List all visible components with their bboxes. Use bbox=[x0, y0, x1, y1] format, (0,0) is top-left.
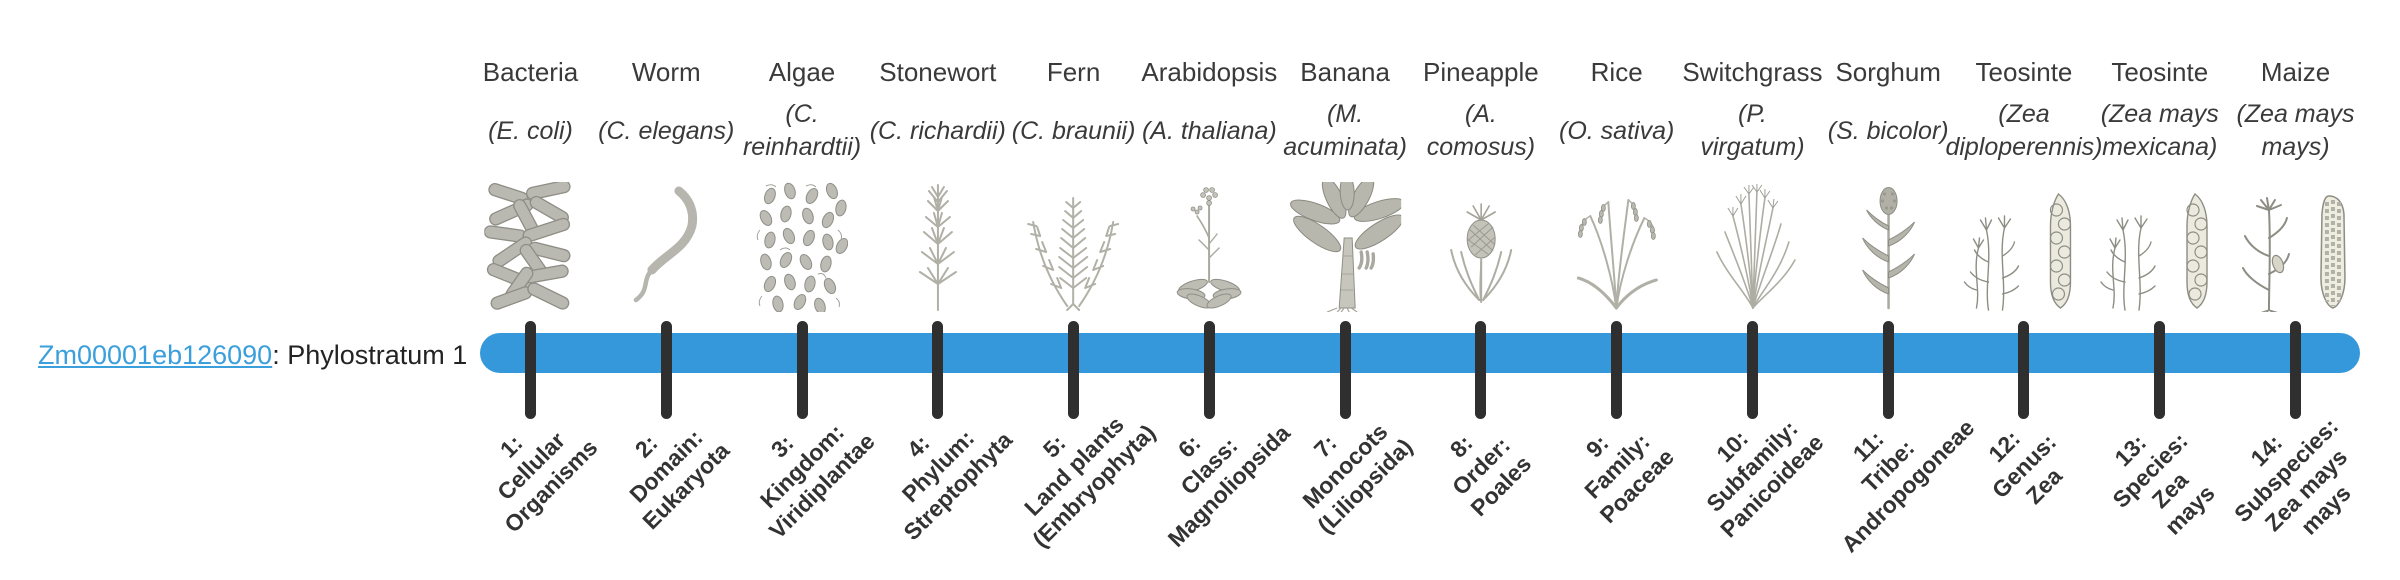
organism-column: Rice (O. sativa) bbox=[1559, 52, 1674, 312]
timeline-tick bbox=[2154, 321, 2166, 419]
algae-icon bbox=[756, 170, 849, 312]
organism-name: Maize bbox=[2260, 56, 2331, 87]
timeline-tick bbox=[660, 321, 672, 419]
teosinte-icon bbox=[2099, 170, 2221, 312]
organism-latin-name: (A. comosus) bbox=[1426, 100, 1536, 161]
stage-label: 7: Monocots (Liliopsida) bbox=[1297, 418, 1418, 539]
stonewort-icon bbox=[908, 170, 968, 312]
gene-link[interactable]: Zm00001eb126090 bbox=[38, 340, 273, 370]
organism-column: Sorghum (S. bicolor) bbox=[1828, 52, 1949, 312]
organism-latin-name: (C. richardii) bbox=[869, 116, 1006, 145]
organism-latin-name: (S. bicolor) bbox=[1827, 116, 1949, 145]
stage-label: 6: Class: Magnoliopsida bbox=[1163, 419, 1296, 552]
teosinte-icon bbox=[1963, 170, 2085, 312]
organism-latin-name: (E. coli) bbox=[488, 116, 573, 145]
organism-column: Teosinte (Zea diploperennis) bbox=[1945, 52, 2102, 312]
timeline-tick bbox=[796, 321, 808, 419]
organism-name: Rice bbox=[1590, 56, 1643, 87]
stage-label: 10: Subfamily: Panicoideae bbox=[1701, 415, 1829, 543]
organism-column: Switchgrass (P. virgatum) bbox=[1682, 52, 1823, 312]
stage-label: 13: Species: Zea mays bbox=[2107, 427, 2220, 540]
organism-latin-name: (O. sativa) bbox=[1559, 116, 1675, 145]
organism-column: Teosinte (Zea mays mexicana) bbox=[2099, 52, 2221, 312]
timeline-tick bbox=[1611, 321, 1623, 419]
timeline-tick bbox=[1882, 321, 1894, 419]
organism-name: Teosinte bbox=[2111, 56, 2209, 87]
organism-latin-name: (P. virgatum) bbox=[1700, 100, 1805, 161]
timeline-tick bbox=[2018, 321, 2030, 419]
stage-label: 14: Subspecies: Zea mays mays bbox=[2228, 413, 2356, 540]
organism-column: Maize (Zea mays mays) bbox=[2236, 52, 2355, 312]
banana-icon bbox=[1289, 170, 1402, 312]
pineapple-icon bbox=[1443, 170, 1519, 312]
timeline-tick bbox=[1068, 321, 1080, 419]
organism-latin-name: (M. acuminata) bbox=[1283, 100, 1407, 161]
organism-column: Arabidopsis (A. thaliana) bbox=[1141, 52, 1277, 312]
organism-name: Algae bbox=[768, 56, 836, 87]
arabidopsis-icon bbox=[1169, 170, 1249, 312]
organism-name: Worm bbox=[631, 56, 701, 87]
phylostratum-bar bbox=[480, 333, 2360, 373]
timeline-tick bbox=[1203, 321, 1215, 419]
timeline-tick bbox=[1746, 321, 1758, 419]
maize-icon bbox=[2237, 170, 2355, 312]
rice-icon bbox=[1569, 170, 1665, 312]
organism-column: Pineapple (A. comosus) bbox=[1423, 52, 1539, 312]
bacteria-icon bbox=[484, 170, 576, 312]
timeline-tick bbox=[1475, 321, 1487, 419]
fern-icon bbox=[1018, 170, 1130, 312]
worm-icon bbox=[622, 170, 710, 312]
timeline-tick bbox=[932, 321, 944, 419]
organism-column: Stonewort (C. richardii) bbox=[870, 52, 1006, 312]
gene-label: Zm00001eb126090: Phylostratum 1 bbox=[38, 338, 467, 372]
organism-name: Bacteria bbox=[482, 56, 579, 87]
timeline-tick bbox=[1339, 321, 1351, 419]
organism-column: Algae (C. reinhardtii) bbox=[743, 52, 861, 312]
organism-latin-name: (C. elegans) bbox=[598, 116, 735, 145]
organism-latin-name: (Zea mays mexicana) bbox=[2100, 100, 2219, 161]
stage-label: 12: Genus: Zea bbox=[1983, 425, 2067, 510]
organism-latin-name: (C. braunii) bbox=[1011, 116, 1136, 145]
organism-column: Fern (C. braunii) bbox=[1011, 52, 1136, 312]
stage-label: 1: Cellular Organisms bbox=[491, 426, 602, 538]
organism-latin-name: (Zea diploperennis) bbox=[1945, 100, 2103, 161]
organism-latin-name: (A. thaliana) bbox=[1141, 116, 1277, 145]
stage-label: 3: Kingdom: Viridiplantae bbox=[754, 418, 880, 544]
organism-name: Fern bbox=[1046, 56, 1101, 87]
organism-name: Pineapple bbox=[1423, 56, 1539, 87]
organism-column: Bacteria (E. coli) bbox=[483, 52, 578, 312]
stage-label: 8: Order: Poales bbox=[1444, 429, 1537, 522]
organism-name: Sorghum bbox=[1835, 56, 1941, 87]
sorghum-icon bbox=[1852, 170, 1924, 312]
gene-label-suffix: : Phylostratum 1 bbox=[272, 340, 468, 370]
stage-label: 9: Family: Poaceae bbox=[1578, 428, 1679, 528]
organism-name: Teosinte bbox=[1975, 56, 2073, 87]
organism-latin-name: (C. reinhardtii) bbox=[742, 100, 862, 161]
stage-label: 4: Phylum: Streptophyta bbox=[896, 424, 1017, 546]
organism-latin-name: (Zea mays mays) bbox=[2236, 100, 2355, 161]
organism-column: Worm (C. elegans) bbox=[598, 52, 734, 312]
stage-label: 5: Land plants (Embryophyta) bbox=[1018, 411, 1160, 553]
timeline-tick bbox=[525, 321, 536, 419]
organism-name: Stonewort bbox=[879, 56, 997, 87]
organism-name: Switchgrass bbox=[1682, 56, 1823, 87]
organism-column: Banana (M. acuminata) bbox=[1283, 52, 1407, 312]
organism-name: Banana bbox=[1300, 56, 1390, 87]
stage-label: 2: Domain: Eukaryota bbox=[624, 424, 735, 535]
organism-name: Arabidopsis bbox=[1141, 56, 1278, 87]
timeline-tick bbox=[2290, 321, 2301, 419]
switchgrass-icon bbox=[1708, 170, 1796, 312]
